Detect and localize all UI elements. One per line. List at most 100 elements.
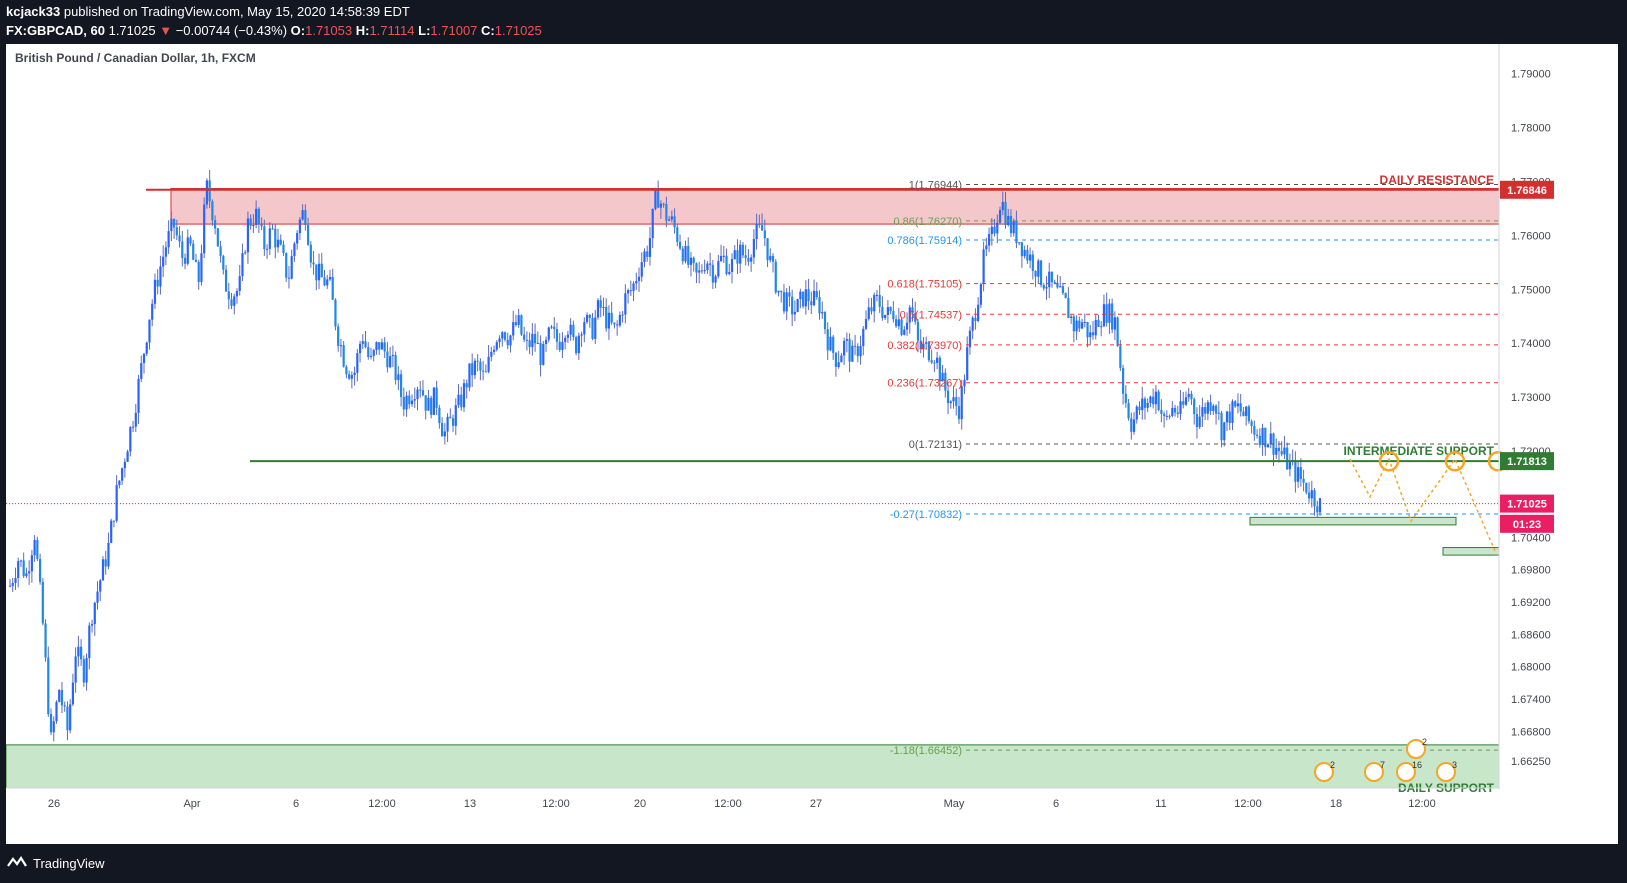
candle-body <box>386 351 389 368</box>
candle-body <box>1176 412 1179 414</box>
candle-body <box>1223 422 1226 441</box>
candle-body <box>271 228 274 230</box>
candle-body <box>69 704 72 731</box>
candle-body <box>670 216 673 220</box>
candle-body <box>771 255 775 262</box>
publisher-name[interactable]: kcjack33 <box>6 4 61 19</box>
candle-body <box>594 317 597 339</box>
candle-body <box>785 292 788 312</box>
price-label-text: 1.76846 <box>1507 185 1547 197</box>
candle-body <box>780 290 783 293</box>
price-tick-label: 1.76000 <box>1511 230 1551 242</box>
candle-body <box>777 290 780 293</box>
candle-body <box>1307 492 1311 499</box>
candle-body <box>178 235 181 242</box>
candle-body <box>298 219 301 234</box>
candle-body <box>930 360 933 363</box>
candle-body <box>818 297 821 314</box>
candle-body <box>698 270 701 273</box>
candle-body <box>1152 396 1155 405</box>
candle-body <box>829 336 832 351</box>
candle-body <box>635 281 638 284</box>
candle-body <box>1316 506 1319 513</box>
candle-body <box>1193 399 1196 415</box>
candle-body <box>812 291 816 306</box>
candle-body <box>1286 447 1289 470</box>
candle-body <box>626 290 630 294</box>
change-arrow-icon: ▼ <box>159 23 173 38</box>
candle-body <box>878 294 881 307</box>
candle-body <box>279 239 282 245</box>
candle-body <box>134 412 137 427</box>
candle-body <box>361 341 364 344</box>
candle-body <box>791 296 794 315</box>
footer: TradingView <box>0 844 1627 883</box>
candle-body <box>337 326 340 346</box>
candle-body <box>167 231 170 248</box>
candle-body <box>380 342 384 350</box>
candle-body <box>867 307 870 320</box>
target-box <box>1442 547 1500 556</box>
event-badge-count: 7 <box>1380 760 1385 770</box>
brand-name[interactable]: TradingView <box>33 856 105 871</box>
candle-body <box>903 329 906 335</box>
candle-body <box>922 343 925 350</box>
projection-circle <box>1444 451 1466 472</box>
candle-body <box>356 353 359 373</box>
candle-body <box>1220 412 1223 441</box>
candle-body <box>287 277 291 279</box>
candle-body <box>840 355 843 363</box>
candle-body <box>451 418 455 426</box>
candle-body <box>460 394 463 408</box>
candle-body <box>823 312 827 330</box>
candle-body <box>263 226 266 250</box>
candle-body <box>186 237 189 264</box>
candle-body <box>487 356 490 372</box>
chart-area[interactable]: DAILY SUPPORT 1(1.76944) 0.86(1.76270) 0.7… <box>5 44 1618 844</box>
candle-body <box>260 224 263 227</box>
candle-body <box>1236 403 1240 407</box>
event-badge-count: 3 <box>1452 760 1457 770</box>
candle-body <box>1130 418 1133 432</box>
candle-body <box>123 461 126 469</box>
candle-body <box>1089 332 1092 338</box>
candle-body <box>383 342 386 352</box>
candle-body <box>607 312 611 329</box>
candle-body <box>826 329 829 351</box>
candle-body <box>1179 401 1182 414</box>
time-axis[interactable]: 26 Apr 6 12:00 13 12:00 20 12:00 27 May 6 11 12:00 18… <box>48 798 1436 810</box>
candle-body <box>339 345 343 347</box>
tradingview-logo-icon[interactable] <box>6 854 28 872</box>
price-tick-label: 1.74000 <box>1511 338 1551 350</box>
candle-body <box>438 407 441 424</box>
candle-body <box>848 339 851 362</box>
candle-body <box>1097 319 1100 327</box>
candle-body <box>1277 447 1281 452</box>
candle-body <box>1217 412 1220 414</box>
price-tick-label: 1.73000 <box>1511 392 1551 404</box>
candle-body <box>430 397 433 415</box>
candle-body <box>982 249 985 285</box>
candle-body <box>782 292 786 312</box>
symbol-label: FX:GBPCAD, 60 <box>6 23 105 38</box>
candle-body <box>203 204 206 254</box>
candle-body <box>432 387 436 415</box>
candle-body <box>1026 249 1029 261</box>
candle-body <box>1037 260 1040 277</box>
candle-body <box>1204 407 1207 414</box>
price-axis[interactable]: 1.790001.780001.770001.760001.750001.740… <box>1511 69 1551 768</box>
candle-body <box>443 431 446 437</box>
candle-body <box>998 210 1002 223</box>
candle-body <box>977 304 980 321</box>
candle-body <box>802 291 805 307</box>
published-text: published on TradingView.com, May 15, 20… <box>60 4 410 19</box>
candle-body <box>886 307 889 315</box>
candle-body <box>268 228 271 249</box>
candle-body <box>293 243 296 257</box>
candle-body <box>441 423 444 437</box>
price-chart[interactable]: DAILY SUPPORT 1(1.76944)0.86(1.76270)0.7… <box>5 44 1618 844</box>
candle-body <box>47 657 50 714</box>
candle-body <box>58 690 61 702</box>
time-tick-label: 6 <box>293 798 299 810</box>
candle-body <box>1195 414 1199 428</box>
